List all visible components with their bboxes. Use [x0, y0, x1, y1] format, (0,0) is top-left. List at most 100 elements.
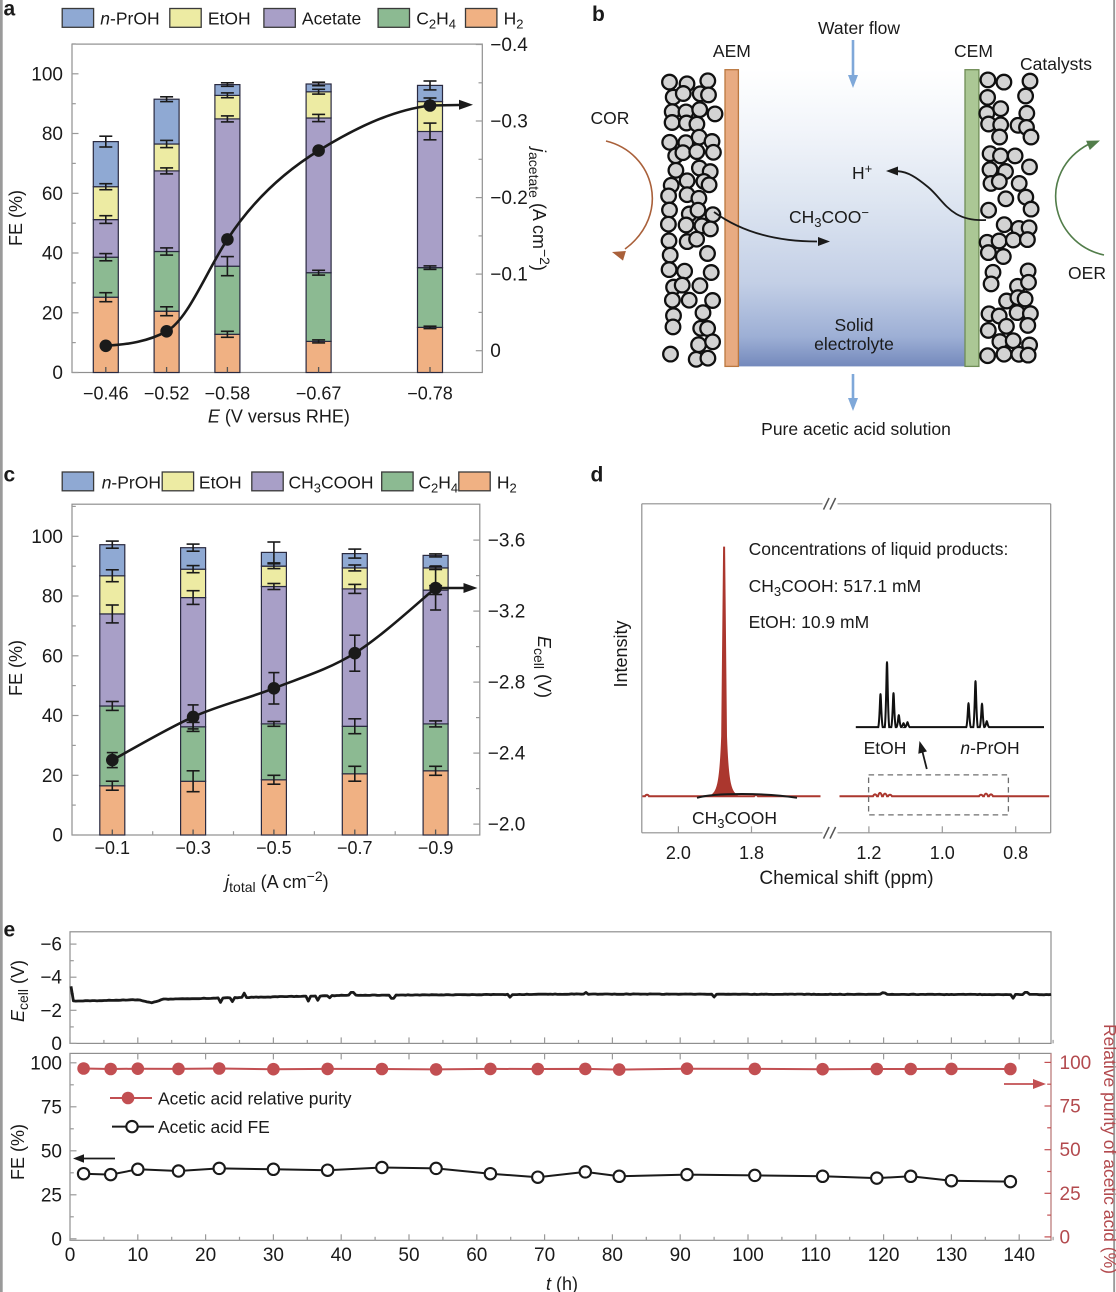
svg-text:n-PrOH: n-PrOH — [102, 473, 161, 493]
svg-text:100: 100 — [30, 1053, 62, 1074]
svg-text:0: 0 — [52, 363, 63, 384]
svg-text:1.0: 1.0 — [930, 843, 955, 863]
svg-text:CH3COOH: CH3COOH — [692, 808, 777, 831]
svg-text:0: 0 — [51, 1034, 62, 1055]
svg-text:d: d — [591, 464, 604, 487]
svg-text:70: 70 — [534, 1245, 555, 1266]
svg-text:Acetic acid FE: Acetic acid FE — [158, 1117, 270, 1137]
svg-text:10: 10 — [127, 1245, 148, 1266]
svg-text:jtotal (A cm−2): jtotal (A cm−2) — [222, 868, 328, 895]
svg-text:−0.78: −0.78 — [407, 384, 453, 404]
svg-text:−0.46: −0.46 — [83, 384, 129, 404]
svg-text:−2.4: −2.4 — [488, 744, 526, 765]
svg-text:Intensity: Intensity — [611, 620, 631, 687]
svg-text:−0.2: −0.2 — [490, 188, 528, 209]
svg-text:−0.1: −0.1 — [490, 265, 528, 286]
svg-text:90: 90 — [670, 1245, 691, 1266]
svg-text:60: 60 — [42, 184, 63, 205]
svg-text:EtOH: EtOH — [864, 738, 907, 758]
svg-text:−2.0: −2.0 — [488, 815, 526, 836]
svg-text:110: 110 — [801, 1245, 831, 1266]
svg-text:100: 100 — [31, 64, 63, 85]
svg-text:CH3COOH: 517.1 mM: CH3COOH: 517.1 mM — [749, 576, 922, 599]
svg-text:−3.6: −3.6 — [488, 531, 526, 552]
svg-text:−3.2: −3.2 — [488, 602, 526, 623]
svg-text:EtOH: EtOH — [208, 9, 251, 29]
svg-text:CH3COO−: CH3COO− — [789, 205, 869, 230]
svg-text:60: 60 — [466, 1245, 487, 1266]
svg-text:−2: −2 — [40, 1001, 62, 1022]
svg-text:50: 50 — [398, 1245, 419, 1266]
svg-text:CH3COOH: CH3COOH — [289, 473, 374, 496]
svg-text:0: 0 — [51, 1229, 62, 1250]
svg-text:FE (%): FE (%) — [6, 640, 26, 696]
svg-text:Water flow: Water flow — [818, 18, 900, 38]
svg-text:jacetate (A cm−2): jacetate (A cm−2) — [526, 145, 553, 271]
svg-text:60: 60 — [42, 646, 63, 667]
svg-text:−6: −6 — [40, 935, 62, 956]
svg-text:100: 100 — [732, 1245, 764, 1266]
svg-text:C2H4: C2H4 — [418, 473, 458, 496]
svg-text:1.8: 1.8 — [739, 843, 764, 863]
svg-text:130: 130 — [936, 1245, 968, 1266]
svg-text:FE (%): FE (%) — [6, 190, 26, 246]
svg-text:−0.58: −0.58 — [205, 384, 251, 404]
svg-text:−0.3: −0.3 — [175, 838, 211, 858]
svg-text:75: 75 — [41, 1097, 62, 1118]
svg-text:120: 120 — [868, 1245, 900, 1266]
svg-text:80: 80 — [42, 124, 63, 145]
svg-text:25: 25 — [1060, 1184, 1081, 1205]
svg-text:CEM: CEM — [954, 41, 993, 61]
svg-text:1.2: 1.2 — [856, 843, 881, 863]
svg-text:Solid: Solid — [835, 315, 874, 335]
svg-text:Ecell (V): Ecell (V) — [531, 636, 554, 698]
svg-text:C2H4: C2H4 — [416, 9, 456, 32]
svg-text:Relative purity of acetic acid: Relative purity of acetic acid (%) — [1100, 1024, 1116, 1274]
svg-text:c: c — [4, 464, 16, 487]
svg-text:40: 40 — [42, 244, 63, 265]
svg-text:Ecell (V): Ecell (V) — [8, 960, 31, 1022]
svg-text:e: e — [4, 919, 16, 942]
svg-text:Acetate: Acetate — [302, 9, 361, 29]
svg-text:Pure acetic acid solution: Pure acetic acid solution — [761, 419, 951, 439]
svg-text:40: 40 — [42, 706, 63, 727]
svg-text:0: 0 — [490, 341, 501, 362]
svg-text:Chemical shift (ppm): Chemical shift (ppm) — [759, 868, 933, 889]
svg-text:OER: OER — [1068, 263, 1106, 283]
svg-text:20: 20 — [195, 1245, 216, 1266]
svg-text:a: a — [4, 0, 16, 21]
svg-text:n-PrOH: n-PrOH — [100, 9, 159, 29]
svg-text:−0.52: −0.52 — [144, 384, 190, 404]
svg-text:0: 0 — [52, 826, 63, 847]
svg-text:20: 20 — [42, 303, 63, 324]
svg-text:−0.1: −0.1 — [95, 838, 131, 858]
svg-text:Acetic acid relative purity: Acetic acid relative purity — [158, 1089, 352, 1109]
svg-text:FE (%): FE (%) — [8, 1124, 28, 1180]
svg-text:COR: COR — [591, 108, 630, 128]
svg-text:Catalysts: Catalysts — [1020, 54, 1092, 74]
svg-text:50: 50 — [41, 1141, 62, 1162]
svg-text:−0.7: −0.7 — [337, 838, 373, 858]
svg-text:−0.3: −0.3 — [490, 112, 528, 133]
svg-text:−2.8: −2.8 — [488, 673, 526, 694]
svg-text:100: 100 — [1060, 1053, 1092, 1074]
svg-text:0.8: 0.8 — [1003, 843, 1028, 863]
svg-text:E (V versus RHE): E (V versus RHE) — [208, 407, 350, 427]
svg-text:AEM: AEM — [713, 41, 751, 61]
svg-text:2.0: 2.0 — [666, 843, 691, 863]
svg-text:−0.4: −0.4 — [490, 35, 528, 56]
svg-text:−0.67: −0.67 — [296, 384, 342, 404]
svg-text:140: 140 — [1003, 1245, 1035, 1266]
svg-text:0: 0 — [65, 1245, 76, 1266]
svg-text:100: 100 — [31, 527, 63, 548]
svg-text:−0.9: −0.9 — [418, 838, 454, 858]
svg-text:40: 40 — [331, 1245, 352, 1266]
svg-text:25: 25 — [41, 1185, 62, 1206]
svg-text:n-PrOH: n-PrOH — [960, 738, 1019, 758]
svg-text:80: 80 — [602, 1245, 623, 1266]
svg-text:EtOH: EtOH — [199, 473, 242, 493]
svg-text:EtOH: 10.9 mM: EtOH: 10.9 mM — [749, 612, 870, 632]
svg-text:−4: −4 — [40, 968, 62, 989]
svg-text:20: 20 — [42, 766, 63, 787]
svg-text:b: b — [592, 3, 605, 26]
